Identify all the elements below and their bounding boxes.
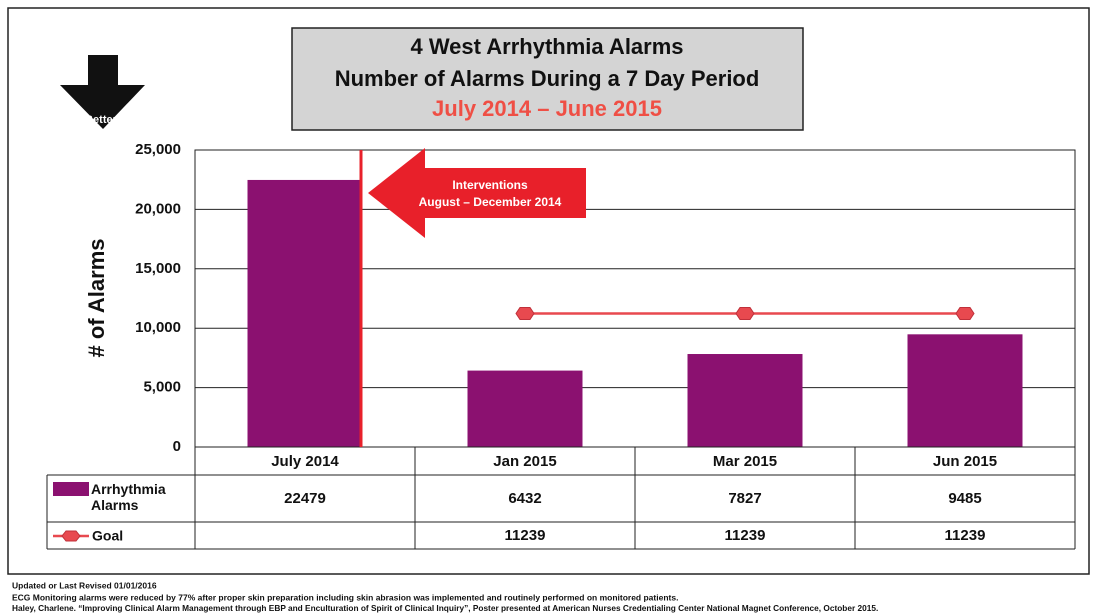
goal-marker — [515, 306, 535, 320]
bar — [687, 354, 803, 447]
chart-title: 4 West Arrhythmia Alarms — [410, 34, 683, 59]
legend-label: Goal — [92, 528, 123, 544]
x-tick-label: July 2014 — [271, 453, 339, 470]
table-value: 11239 — [725, 527, 766, 544]
better-label: Better — [85, 114, 118, 126]
legend-label: Arrhythmia Alarms — [91, 481, 166, 513]
y-tick-label: 25,000 — [135, 141, 181, 158]
y-tick-label: 20,000 — [135, 200, 181, 217]
chart-title: Number of Alarms During a 7 Day Period — [335, 66, 760, 91]
data-table — [46, 447, 1076, 550]
y-tick-label: 0 — [173, 438, 181, 455]
bar — [907, 334, 1023, 447]
frame — [7, 7, 1090, 575]
table-value: 22479 — [284, 490, 326, 507]
note: Updated or Last Revised 01/01/2016 — [12, 580, 157, 590]
note: ECG Monitoring alarms were reduced by 77… — [12, 592, 678, 602]
table-value: 11239 — [505, 527, 546, 544]
legend-marker — [61, 530, 81, 542]
title-box — [291, 27, 804, 131]
annotation: Interventions — [452, 178, 528, 192]
goal-marker — [955, 306, 975, 320]
better-arrow — [60, 55, 145, 129]
table-value: 6432 — [508, 490, 541, 507]
table-value: 9485 — [948, 490, 981, 507]
y-tick-label: 10,000 — [135, 319, 181, 336]
bar — [467, 370, 583, 447]
legend-swatch — [53, 482, 89, 496]
annotation: August – December 2014 — [419, 195, 562, 209]
y-tick-label: 5,000 — [143, 379, 181, 396]
intervention-arrow — [368, 148, 586, 238]
y-axis-label: # of Alarms — [84, 238, 109, 357]
note: Haley, Charlene. “Improving Clinical Ala… — [12, 603, 878, 613]
x-tick-label: Mar 2015 — [713, 453, 777, 470]
x-tick-label: Jun 2015 — [933, 453, 997, 470]
bar — [247, 179, 363, 448]
x-tick-label: Jan 2015 — [493, 453, 556, 470]
table-value: 7827 — [728, 490, 761, 507]
table-value: 11239 — [945, 527, 986, 544]
goal-marker — [735, 306, 755, 320]
chart-subtitle: July 2014 – June 2015 — [432, 96, 662, 121]
legend-label-box: Arrhythmia Alarms — [91, 481, 166, 513]
y-tick-label: 15,000 — [135, 260, 181, 277]
